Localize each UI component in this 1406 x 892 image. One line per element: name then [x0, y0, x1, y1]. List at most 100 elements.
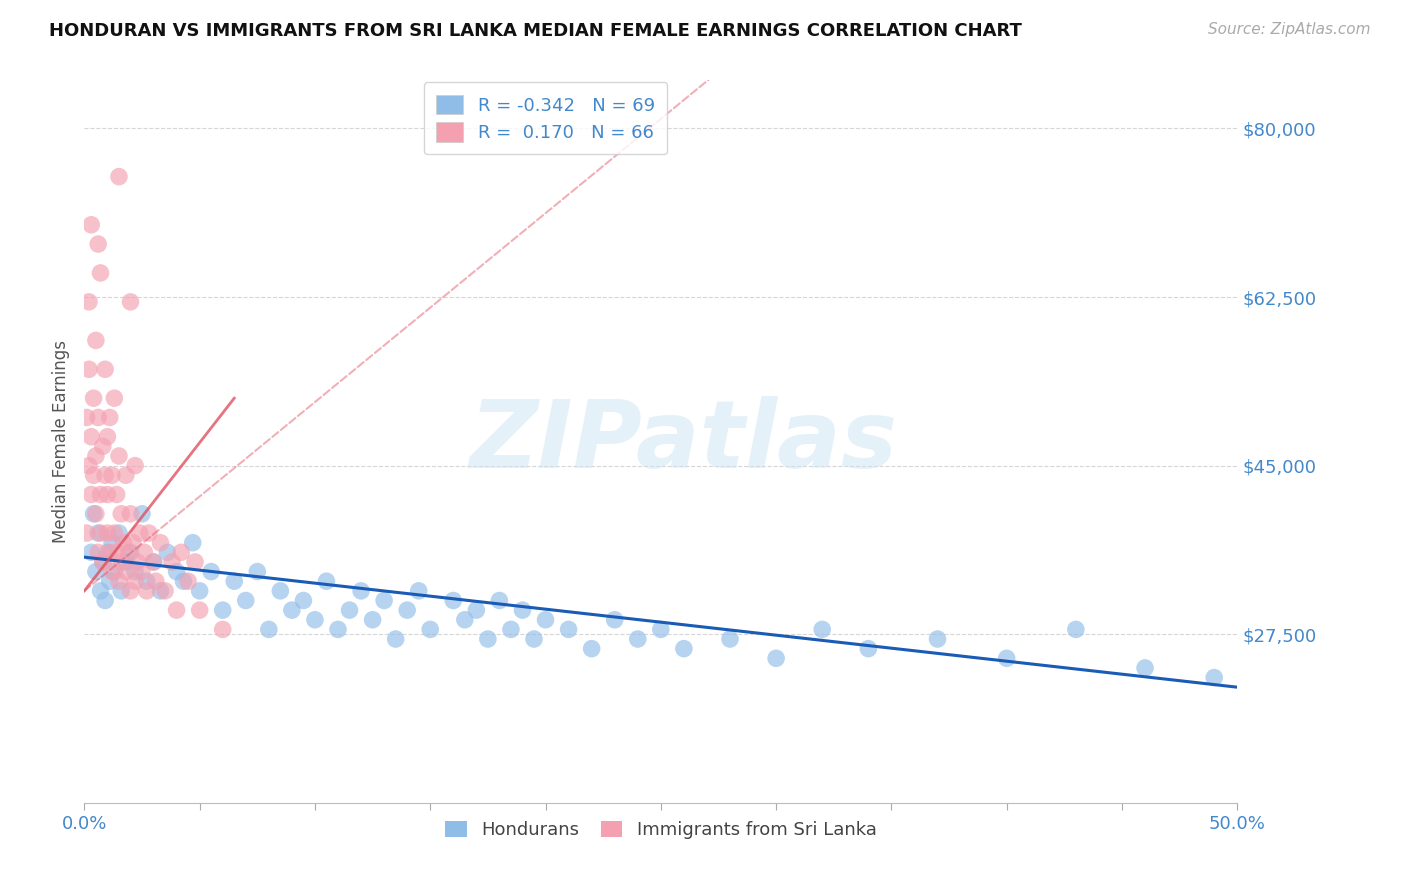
Point	[94, 468, 117, 483]
Point	[211, 603, 233, 617]
Point	[408, 583, 430, 598]
Point	[108, 169, 131, 184]
Point	[84, 334, 107, 348]
Point	[246, 565, 269, 579]
Point	[115, 565, 138, 579]
Point	[121, 535, 143, 549]
Point	[557, 623, 579, 637]
Point	[188, 603, 211, 617]
Point	[361, 613, 384, 627]
Point	[145, 574, 167, 589]
Point	[488, 593, 510, 607]
Point	[80, 487, 103, 501]
Text: Source: ZipAtlas.com: Source: ZipAtlas.com	[1208, 22, 1371, 37]
Point	[115, 555, 138, 569]
Y-axis label: Median Female Earnings: Median Female Earnings	[52, 340, 70, 543]
Point	[454, 613, 477, 627]
Point	[103, 526, 125, 541]
Point	[98, 410, 121, 425]
Point	[77, 362, 100, 376]
Point	[124, 574, 146, 589]
Point	[124, 565, 146, 579]
Point	[995, 651, 1018, 665]
Point	[134, 545, 156, 559]
Point	[84, 507, 107, 521]
Point	[304, 613, 326, 627]
Point	[83, 468, 105, 483]
Point	[135, 583, 157, 598]
Point	[115, 468, 138, 483]
Point	[89, 266, 111, 280]
Point	[211, 623, 233, 637]
Point	[108, 449, 131, 463]
Legend: Hondurans, Immigrants from Sri Lanka: Hondurans, Immigrants from Sri Lanka	[436, 812, 886, 848]
Point	[512, 603, 534, 617]
Point	[184, 555, 207, 569]
Point	[101, 535, 124, 549]
Point	[110, 583, 132, 598]
Point	[98, 574, 121, 589]
Point	[811, 623, 834, 637]
Point	[94, 362, 117, 376]
Point	[339, 603, 361, 617]
Point	[499, 623, 522, 637]
Point	[135, 574, 157, 589]
Point	[200, 565, 222, 579]
Point	[373, 593, 395, 607]
Point	[188, 583, 211, 598]
Point	[87, 545, 110, 559]
Point	[84, 449, 107, 463]
Point	[96, 430, 118, 444]
Point	[87, 410, 110, 425]
Point	[117, 545, 139, 559]
Point	[419, 623, 441, 637]
Point	[112, 535, 135, 549]
Point	[465, 603, 488, 617]
Point	[650, 623, 672, 637]
Point	[281, 603, 304, 617]
Point	[110, 555, 132, 569]
Point	[101, 468, 124, 483]
Point	[173, 574, 195, 589]
Point	[103, 565, 125, 579]
Point	[627, 632, 650, 646]
Point	[149, 535, 172, 549]
Point	[765, 651, 787, 665]
Point	[166, 603, 188, 617]
Point	[110, 507, 132, 521]
Text: HONDURAN VS IMMIGRANTS FROM SRI LANKA MEDIAN FEMALE EARNINGS CORRELATION CHART: HONDURAN VS IMMIGRANTS FROM SRI LANKA ME…	[49, 22, 1022, 40]
Point	[224, 574, 246, 589]
Point	[1204, 671, 1226, 685]
Point	[87, 237, 110, 252]
Point	[603, 613, 626, 627]
Point	[326, 623, 349, 637]
Point	[108, 526, 131, 541]
Point	[83, 507, 105, 521]
Point	[927, 632, 949, 646]
Text: ZIPatlas: ZIPatlas	[470, 395, 898, 488]
Point	[91, 555, 114, 569]
Point	[672, 641, 695, 656]
Point	[523, 632, 546, 646]
Point	[131, 565, 153, 579]
Point	[153, 583, 176, 598]
Point	[94, 593, 117, 607]
Point	[120, 583, 142, 598]
Point	[80, 218, 103, 232]
Point	[718, 632, 741, 646]
Point	[83, 391, 105, 405]
Point	[84, 565, 107, 579]
Point	[257, 623, 280, 637]
Point	[77, 294, 100, 309]
Point	[142, 555, 165, 569]
Point	[131, 507, 153, 521]
Point	[581, 641, 603, 656]
Point	[269, 583, 291, 598]
Point	[138, 526, 160, 541]
Point	[80, 430, 103, 444]
Point	[96, 545, 118, 559]
Point	[96, 526, 118, 541]
Point	[1133, 661, 1156, 675]
Point	[315, 574, 337, 589]
Point	[534, 613, 557, 627]
